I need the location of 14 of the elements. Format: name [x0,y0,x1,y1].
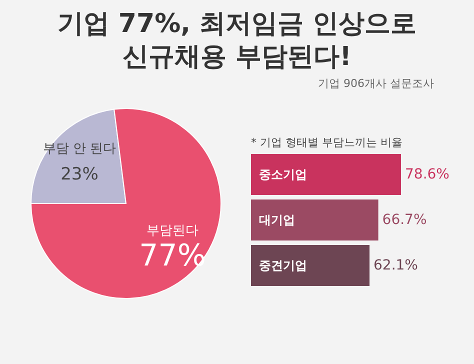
text: 기업 906개사 설문조사 [317,76,434,91]
y-tick-label: 대기업 [259,213,295,227]
y-tick-label: 중견기업 [259,258,307,273]
slice-label: 부담된다 [146,224,199,238]
data-label: 77% [139,238,206,274]
data-label: 23% [60,164,98,184]
slice-label: 부담 안 된다 [42,142,116,156]
chart-title: * 기업 형태별 부담느끼는 비율 [251,136,402,149]
data-label: 66.7% [382,212,427,228]
pie-slice [30,108,222,299]
data-label: 78.6% [405,166,450,182]
y-tick-label: 중소기업 [259,167,307,182]
chart-title: 기업 77%, 최저임금 인상으로 신규채용 부담된다! [56,8,418,74]
data-label: 62.1% [374,258,418,274]
